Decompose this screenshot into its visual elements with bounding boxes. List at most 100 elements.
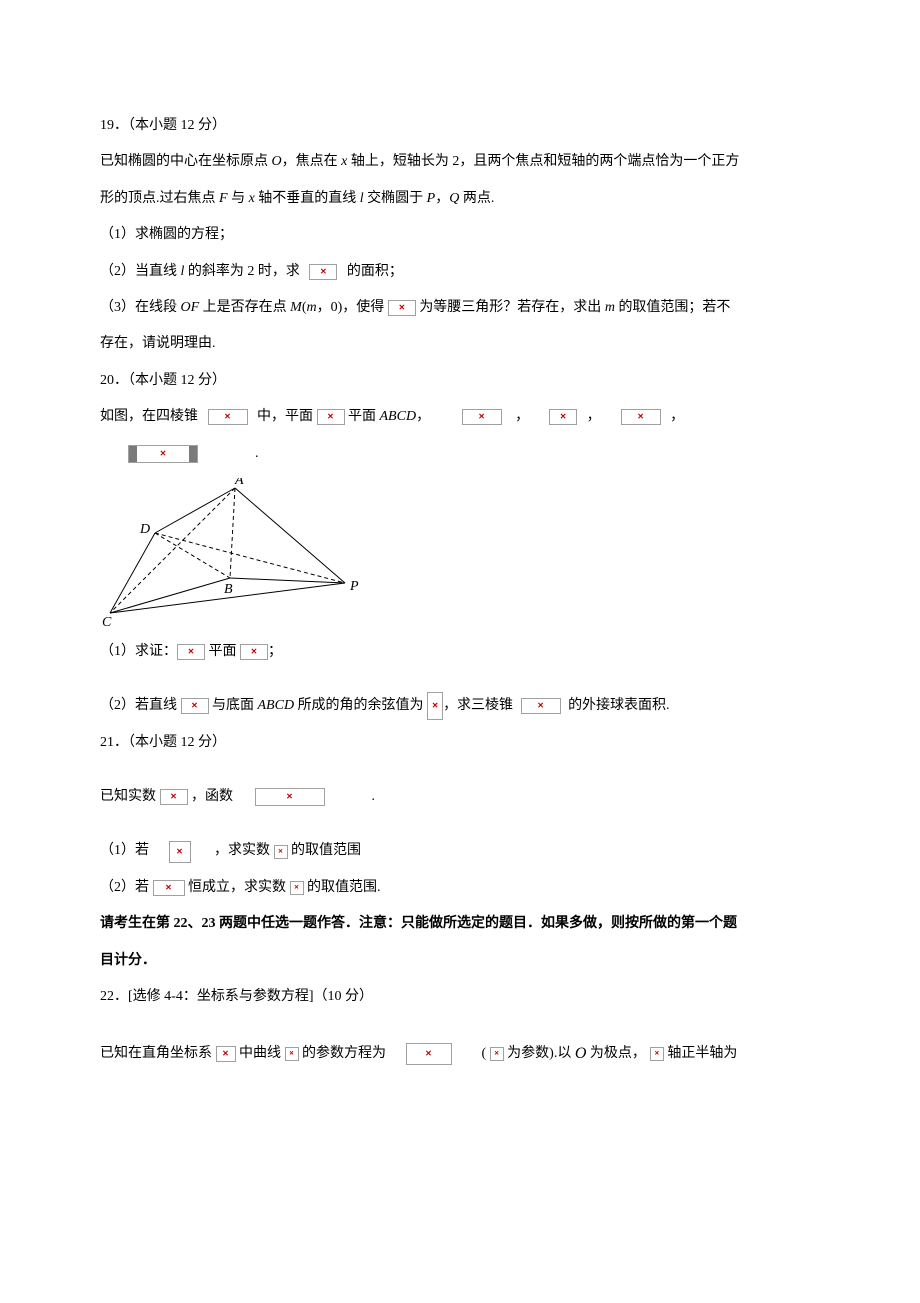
q21-part2: （2）若 ✕ 恒成立，求实数 ✕ 的取值范围. bbox=[100, 870, 820, 906]
text: 与 bbox=[228, 191, 249, 206]
text: 上是否存在点 bbox=[199, 290, 290, 326]
text: 的斜率为 2 时，求 bbox=[184, 254, 303, 290]
var-m: m bbox=[307, 290, 317, 326]
var-O: O bbox=[575, 1033, 587, 1075]
q20-part2: （2）若直线 ✕ 与底面 ABCD 所成的角的余弦值为 ✕ ，求三棱锥 ✕ 的外… bbox=[100, 688, 820, 724]
q19-body-line1: 已知椭圆的中心在坐标原点 O，焦点在 x 轴上，短轴长为 2，且两个焦点和短轴的… bbox=[100, 144, 820, 180]
text: ， bbox=[512, 399, 530, 435]
text: 的面积； bbox=[343, 254, 403, 290]
var-OF: OF bbox=[181, 290, 200, 326]
pyramid-figure: A D B C P bbox=[100, 478, 360, 628]
var-P: P bbox=[427, 191, 436, 206]
broken-image-icon: ✕ bbox=[462, 409, 502, 425]
text: 中，平面 bbox=[254, 399, 317, 435]
text: 已知在直角坐标系 bbox=[100, 1036, 216, 1072]
fig-label-C: C bbox=[102, 615, 112, 628]
var-ABCD: ABCD bbox=[380, 399, 417, 435]
var-F: F bbox=[219, 191, 228, 206]
text: 平面 bbox=[205, 634, 240, 670]
text: . bbox=[248, 436, 259, 472]
text: 形的顶点.过右焦点 bbox=[100, 191, 219, 206]
broken-image-icon: ✕ bbox=[177, 644, 205, 660]
q19-part2: （2）当直线 l 的斜率为 2 时，求 ✕ 的面积； bbox=[100, 254, 820, 290]
q21-line1: 已知实数 ✕ ，函数 ✕ . bbox=[100, 779, 820, 815]
broken-image-icon: ✕ bbox=[406, 1043, 452, 1065]
text: （1）若 bbox=[100, 833, 153, 869]
text: 为参数).以 bbox=[504, 1036, 575, 1072]
var-ABCD: ABCD bbox=[258, 688, 295, 724]
text: ，求三棱锥 bbox=[443, 688, 517, 724]
text: ，0)，使得 bbox=[317, 290, 388, 326]
text: 的取值范围；若不 bbox=[615, 290, 731, 326]
text: （1）求证： bbox=[100, 634, 177, 670]
text: 平面 bbox=[345, 399, 380, 435]
broken-image-icon: ✕ bbox=[128, 445, 198, 463]
text: 为极点， bbox=[586, 1036, 646, 1072]
text: （2）当直线 bbox=[100, 254, 181, 290]
var-M: M bbox=[290, 290, 302, 326]
broken-image-icon: ✕ bbox=[255, 788, 325, 806]
q20-line1: 如图，在四棱锥 ✕ 中，平面 ✕ 平面 ABCD ， ✕ ， ✕ ， ✕ ， bbox=[100, 399, 820, 435]
text: 如图，在四棱锥 bbox=[100, 399, 202, 435]
text: 轴不垂直的直线 bbox=[255, 191, 360, 206]
broken-image-icon: ✕ bbox=[317, 409, 345, 425]
broken-image-icon: ✕ bbox=[650, 1047, 664, 1061]
q20-line2: ✕ . bbox=[100, 436, 820, 472]
q20-header: 20．（本小题 12 分） bbox=[100, 363, 820, 399]
page: 19．（本小题 12 分） 已知椭圆的中心在坐标原点 O，焦点在 x 轴上，短轴… bbox=[0, 0, 920, 1303]
text: 两点. bbox=[459, 191, 494, 206]
broken-image-icon: ✕ bbox=[285, 1047, 299, 1061]
fig-label-A: A bbox=[234, 478, 244, 488]
broken-image-icon: ✕ bbox=[290, 881, 304, 895]
q19-part3-line2: 存在，请说明理由. bbox=[100, 326, 820, 362]
broken-image-icon: ✕ bbox=[153, 880, 185, 896]
text: . bbox=[365, 779, 376, 815]
text: 交椭圆于 bbox=[364, 191, 427, 206]
broken-image-icon: ✕ bbox=[181, 698, 209, 714]
text: 的外接球表面积. bbox=[565, 688, 670, 724]
text: 与底面 bbox=[209, 688, 258, 724]
broken-image-icon: ✕ bbox=[160, 789, 188, 805]
broken-image-icon: ✕ bbox=[427, 692, 443, 720]
text: （3）在线段 bbox=[100, 290, 181, 326]
q19-part3-line1: （3）在线段 OF 上是否存在点 M(m，0)，使得 ✕ 为等腰三角形？若存在，… bbox=[100, 290, 820, 326]
text: ，求实数 bbox=[211, 833, 274, 869]
broken-image-icon: ✕ bbox=[621, 409, 661, 425]
broken-image-icon: ✕ bbox=[208, 409, 248, 425]
choice-note-line1: 请考生在第 22、23 两题中任选一题作答．注意：只能做所选定的题目．如果多做，… bbox=[100, 906, 820, 942]
q19-body-line2: 形的顶点.过右焦点 F 与 x 轴不垂直的直线 l 交椭圆于 P，Q 两点. bbox=[100, 181, 820, 217]
broken-image-icon: ✕ bbox=[274, 845, 288, 859]
text: ， bbox=[435, 191, 449, 206]
text: ， bbox=[583, 399, 601, 435]
q22-header: 22．[选修 4-4：坐标系与参数方程]（10 分） bbox=[100, 979, 820, 1015]
text: 恒成立，求实数 bbox=[185, 870, 290, 906]
fig-label-P: P bbox=[349, 579, 359, 594]
text: （2）若 bbox=[100, 870, 153, 906]
fig-label-D: D bbox=[139, 522, 150, 537]
broken-image-icon: ✕ bbox=[169, 841, 191, 863]
text: ，函数 bbox=[188, 779, 237, 815]
choice-note-line2: 目计分． bbox=[100, 943, 820, 979]
broken-image-icon: ✕ bbox=[309, 264, 337, 280]
text: 轴上，短轴长为 2，且两个焦点和短轴的两个端点恰为一个正方 bbox=[347, 154, 739, 169]
text: ； bbox=[268, 634, 282, 670]
q19-header: 19．（本小题 12 分） bbox=[100, 108, 820, 144]
var-O: O bbox=[272, 154, 282, 169]
broken-image-icon: ✕ bbox=[216, 1046, 236, 1062]
text: （2）若直线 bbox=[100, 688, 181, 724]
text: ， bbox=[667, 399, 685, 435]
broken-image-icon: ✕ bbox=[521, 698, 561, 714]
var-Q: Q bbox=[449, 191, 459, 206]
text: 的取值范围. bbox=[304, 870, 381, 906]
text: 所成的角的余弦值为 bbox=[294, 688, 427, 724]
text: 已知实数 bbox=[100, 779, 160, 815]
broken-image-icon: ✕ bbox=[549, 409, 577, 425]
broken-image-icon: ✕ bbox=[240, 644, 268, 660]
text: ，焦点在 bbox=[282, 154, 342, 169]
text: ， bbox=[416, 399, 434, 435]
q21-part1: （1）若 ✕ ，求实数 ✕ 的取值范围 bbox=[100, 833, 820, 869]
q19-part1: （1）求椭圆的方程； bbox=[100, 217, 820, 253]
q20-part1: （1）求证： ✕ 平面 ✕ ； bbox=[100, 634, 820, 670]
q22-line1: 已知在直角坐标系 ✕ 中曲线 ✕ 的参数方程为 ✕ ( ✕ 为参数).以 O 为… bbox=[100, 1033, 820, 1075]
text: 中曲线 bbox=[236, 1036, 285, 1072]
